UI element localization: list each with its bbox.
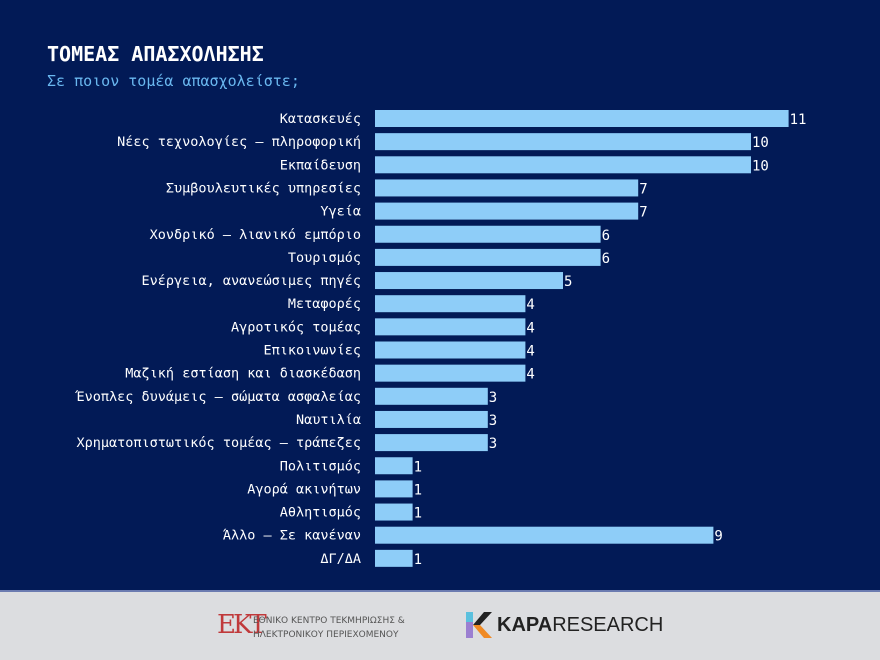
category-label: Μαζική εστίαση και διασκέδαση xyxy=(125,366,361,382)
bar xyxy=(375,410,488,428)
value-label: 4 xyxy=(526,297,534,313)
bar xyxy=(375,225,601,243)
bar xyxy=(375,549,413,567)
category-label: Πολιτισμός xyxy=(280,458,361,474)
value-label: 1 xyxy=(414,482,422,498)
category-label: Ενέργεια, ανανεώσιμες πηγές xyxy=(142,273,361,289)
value-label: 3 xyxy=(489,413,497,429)
bar xyxy=(375,179,639,197)
bar xyxy=(375,156,751,174)
bar xyxy=(375,480,413,498)
chart-title: ΤΟΜΕΑΣ ΑΠΑΣΧΟΛΗΣΗΣ xyxy=(47,42,264,66)
value-label: 10 xyxy=(752,158,769,174)
bar xyxy=(375,110,789,127)
value-label: 6 xyxy=(602,228,610,244)
category-label: Κατασκευές xyxy=(280,111,361,127)
value-label: 5 xyxy=(564,274,572,290)
category-label: Εκπαίδευση xyxy=(280,157,361,173)
category-label: Αγροτικός τομέας xyxy=(231,319,361,335)
kapa-research-logo: KAPARESEARCH xyxy=(497,614,664,636)
category-label: Μεταφορές xyxy=(288,296,361,312)
category-label: Συμβουλευτικές υπηρεσίες xyxy=(166,180,361,196)
category-label: Επικοινωνίες xyxy=(263,343,361,359)
ekt-name: ΕΘΝΙΚΟ ΚΕΝΤΡΟ ΤΕΚΜΗΡΙΩΣΗΣ & ΗΛΕΚΤΡΟΝΙΚΟΥ … xyxy=(253,616,405,640)
value-label: 10 xyxy=(752,135,769,151)
bar xyxy=(375,526,714,544)
value-label: 9 xyxy=(714,529,722,545)
category-label: Τουρισμός xyxy=(288,250,361,266)
category-label: Νέες τεχνολογίες – πληροφορική xyxy=(117,134,361,150)
value-label: 3 xyxy=(489,390,497,406)
category-label: Χρηματοπιστωτικός τομέας – τράπεζες xyxy=(77,435,361,451)
bar xyxy=(375,202,639,220)
kapa-logo-icon xyxy=(466,612,492,638)
value-label: 1 xyxy=(414,506,422,522)
value-label: 6 xyxy=(602,251,610,267)
bar xyxy=(375,341,526,359)
ekt-logo: ΕΚΤ xyxy=(217,610,267,640)
value-label: 3 xyxy=(489,436,497,452)
bar xyxy=(375,133,751,151)
category-label: Ένοπλες δυνάμεις – σώματα ασφαλείας xyxy=(75,389,361,405)
category-label: Ναυτιλία xyxy=(296,412,361,428)
category-label: Άλλο – Σε κανέναν xyxy=(223,528,361,544)
value-label: 7 xyxy=(639,181,647,197)
value-label: 1 xyxy=(414,552,422,568)
value-label: 7 xyxy=(639,205,647,221)
bar xyxy=(375,248,601,266)
chart-subtitle: Σε ποιον τομέα απασχολείστε; xyxy=(47,72,300,90)
value-label: 11 xyxy=(790,112,807,128)
value-label: 4 xyxy=(526,367,534,383)
footer: ΕΚΤ ΕΘΝΙΚΟ ΚΕΝΤΡΟ ΤΕΚΜΗΡΙΩΣΗΣ & ΗΛΕΚΤΡΟΝΙ… xyxy=(0,590,880,660)
value-label: 1 xyxy=(414,459,422,475)
bar xyxy=(375,364,526,382)
category-label: Αθλητισμός xyxy=(280,505,361,521)
category-label: Υγεία xyxy=(320,204,361,220)
bar xyxy=(375,434,488,452)
bar xyxy=(375,387,488,405)
bar xyxy=(375,503,413,521)
value-label: 4 xyxy=(526,320,534,336)
bar xyxy=(375,272,563,290)
bar xyxy=(375,457,413,475)
bar xyxy=(375,318,526,336)
value-label: 4 xyxy=(526,344,534,360)
category-label: ΔΓ/ΔΑ xyxy=(320,551,361,567)
bar xyxy=(375,295,526,313)
category-label: Αγορά ακινήτων xyxy=(247,481,361,497)
category-label: Χονδρικό – λιανικό εμπόριο xyxy=(150,227,361,243)
